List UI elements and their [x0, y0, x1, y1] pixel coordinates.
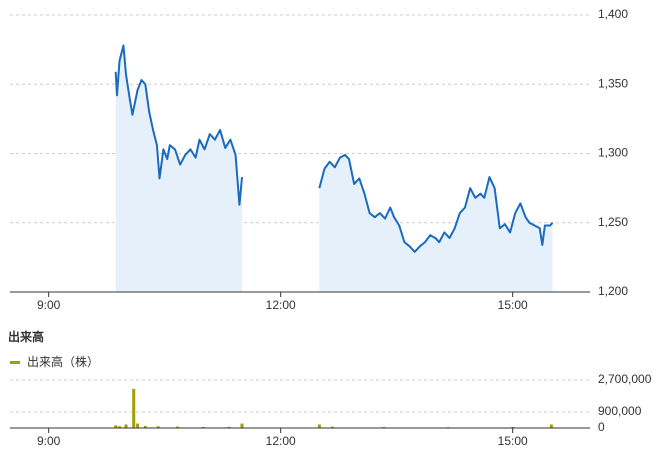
- y-tick-label: 2,700,000: [598, 372, 652, 386]
- volume-bar: [124, 424, 128, 428]
- price-line: [114, 44, 554, 253]
- volume-bar: [136, 423, 140, 428]
- y-tick-label: 1,300: [598, 146, 628, 160]
- volume-bar: [382, 426, 386, 428]
- volume-bar: [227, 426, 231, 428]
- y-tick-label: 1,250: [598, 215, 628, 229]
- x-tick-label: 12:00: [266, 298, 296, 312]
- volume-bar: [201, 426, 205, 428]
- x-tick-label: 9:00: [37, 298, 61, 312]
- volume-bar: [143, 425, 147, 428]
- legend-label: 出来高（株）: [27, 354, 99, 369]
- legend-swatch: [10, 361, 20, 364]
- x-tick-label: 15:00: [498, 434, 528, 448]
- y-tick-label: 1,400: [598, 7, 628, 21]
- volume-bar: [118, 426, 122, 428]
- volume-bar: [330, 426, 334, 428]
- area: [115, 45, 553, 292]
- y-tick-label: 900,000: [598, 404, 642, 418]
- volume-title: 出来高: [8, 329, 44, 344]
- x-tick-label: 12:00: [266, 434, 296, 448]
- volume-bar: [132, 388, 136, 428]
- volume-bar: [511, 426, 515, 428]
- volume-bar: [156, 426, 160, 428]
- volume-bar: [176, 426, 180, 428]
- y-tick-label: 1,200: [598, 284, 628, 298]
- x-tick-label: 15:00: [498, 298, 528, 312]
- y-tick-label: 1,350: [598, 76, 628, 90]
- y-tick-label: 0: [598, 420, 605, 434]
- volume-bar: [549, 424, 553, 428]
- x-tick-label: 9:00: [37, 434, 61, 448]
- volume-bar: [240, 423, 244, 428]
- volume-bar: [317, 424, 321, 428]
- volume-bar: [114, 425, 118, 428]
